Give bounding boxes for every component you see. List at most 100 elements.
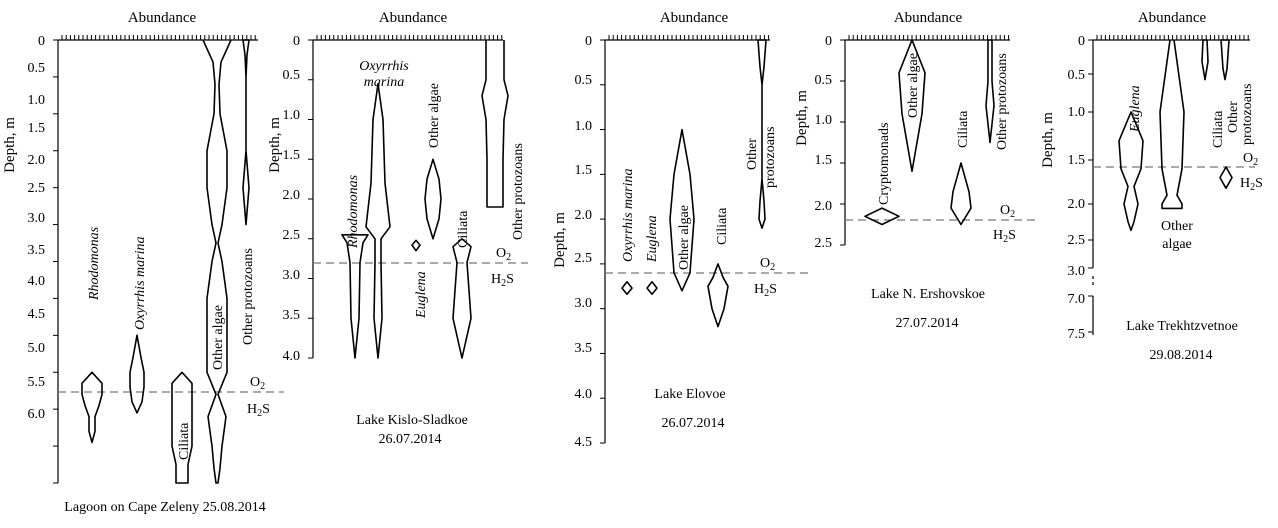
panel2-kites: [341, 40, 509, 359]
panel4-h2s-label: H2S: [993, 228, 1016, 245]
panel3-label-other: Other: [745, 138, 760, 170]
panel2-ytick: 2.5: [283, 228, 301, 243]
panel2-ytick: 4.0: [283, 349, 301, 364]
panel5-label-other2: Other: [1226, 101, 1241, 133]
panel2-caption-date: 26.07.2014: [379, 432, 442, 447]
kite-other-protozoans: [481, 40, 509, 208]
panel3-ytick-labels: 0 0.5 1.0 1.5 2.0 2.5 3.0 3.5 4.0 4.5: [575, 34, 593, 450]
panel-lagoon: Abundance Depth, m 0 0.5 1.0 1.5 2.0 2.5…: [2, 10, 284, 515]
panel3-ytick: 4.5: [575, 435, 593, 450]
panel1-label-other-protozoans: Other protozoans: [241, 248, 256, 345]
kite-euglena: [411, 239, 421, 252]
panel3-ytick: 1.0: [575, 119, 593, 134]
panel3-caption-date: 26.07.2014: [662, 416, 725, 431]
panel3-ytick: 0: [585, 34, 592, 49]
panel4-label-ciliata: Ciliata: [956, 110, 971, 148]
panel-trekhtzvetnoe: Abundance Depth, m 0 0.5 1.0 1.5 2.0 2.5…: [1040, 10, 1263, 363]
panel2-o2-label: O2: [496, 246, 511, 263]
panel5-top-ticks: [1088, 35, 1249, 333]
panel5-caption-date: 29.08.2014: [1150, 348, 1213, 363]
panel1-ytick: 3.0: [28, 211, 46, 226]
panel3-ytick: 2.5: [575, 251, 593, 266]
panel3-ytick: 1.5: [575, 163, 593, 178]
panel3-label-protozoans: protozoans: [763, 127, 778, 188]
panel1-ylabel: Depth, m: [2, 117, 18, 173]
panel5-label-ciliata: Ciliata: [1211, 110, 1226, 148]
panel1-ytick: 5.0: [28, 341, 46, 356]
panel2-label-euglena: Euglena: [414, 271, 429, 319]
panel2-ytick: 1.5: [283, 148, 301, 163]
panel2-label-rhodomonas: Rhodomonas: [346, 174, 361, 249]
panel3-ytick: 0.5: [575, 73, 593, 88]
panel1-caption: Lagoon on Cape Zeleny 25.08.2014: [64, 500, 265, 515]
panel4-label-other-algae: Other algae: [906, 53, 921, 118]
panel2-ytick: 3.0: [283, 268, 301, 283]
panel2-label-other-algae: Other algae: [427, 83, 442, 148]
kite-other-protozoans: [1220, 39, 1230, 81]
panel4-label-cryptomonads: Cryptomonads: [877, 123, 892, 205]
panel5-ytick: 2.0: [1068, 197, 1086, 212]
panel4-top-ticks: [840, 35, 1010, 246]
panel-ershovskoe: Abundance Depth, m 0 0.5 1.0 1.5 2.0 2.5…: [794, 10, 1036, 331]
kite-rhodomonas: [81, 371, 103, 444]
panel1-label-rhodomonas: Rhodomonas: [87, 226, 102, 301]
kite-ciliata: [452, 238, 472, 359]
panel5-ytick: 2.5: [1068, 233, 1086, 248]
panel-kislo-sladkoe: Abundance Depth, m 0 0.5 1.0 1.5 2.0 2.5…: [267, 10, 528, 447]
panel3-ytick: 3.0: [575, 296, 593, 311]
panel5-caption: Lake Trekhtzvetnoe: [1126, 319, 1238, 334]
panel3-o2-label: O2: [760, 256, 775, 273]
panel2-ytick: 0.5: [283, 68, 301, 83]
panel3-caption: Lake Elovoe: [654, 387, 725, 402]
panel5-ytick: 0: [1078, 34, 1085, 49]
panel3-ylabel: Depth, m: [552, 212, 568, 268]
panel1-kites: [81, 39, 250, 484]
panel2-caption: Lake Kislo-Sladkoe: [356, 413, 468, 428]
panel1-ytick: 3.5: [28, 243, 46, 258]
panel5-ytick-labels: 0 0.5 1.0 1.5 2.0 2.5 3.0 7.0 7.5: [1068, 34, 1086, 342]
kite-other-protozoans: [985, 39, 995, 144]
panel1-ytick: 4.5: [28, 307, 46, 322]
panel1-label-oxyrrhis: Oxyrrhis marina: [133, 237, 148, 330]
panel5-kites: [1118, 39, 1233, 232]
panel4-ytick: 1.0: [815, 113, 833, 128]
panel4-ytick: 0.5: [815, 73, 833, 88]
kite-h2s-diamond: [1219, 166, 1233, 189]
kite-other-algae: [898, 39, 926, 172]
kite-other-algae: [1159, 39, 1185, 210]
kite-euglena: [1118, 111, 1144, 232]
panel3-ytick: 4.0: [575, 387, 593, 402]
panel2-ytick: 3.5: [283, 308, 301, 323]
panel4-ytick: 2.5: [815, 236, 833, 251]
panel1-ytick: 1.5: [28, 121, 46, 136]
panel1-label-other-algae: Other algae: [211, 305, 226, 370]
panel1-ytick: 6.0: [28, 407, 46, 422]
panel3-ytick: 3.5: [575, 341, 593, 356]
panel5-ytick: 3.0: [1068, 264, 1086, 279]
kite-oxyrrhis-marina: [365, 82, 391, 359]
panel1-ytick: 2.5: [28, 181, 46, 196]
kite-ciliata: [1201, 39, 1209, 81]
panel1-ytick-labels: 0 0.5 1.0 1.5 2.0 2.5 3.0 3.5 4.0 4.5 5.…: [28, 34, 46, 422]
panel5-ylabel: Depth, m: [1040, 112, 1056, 168]
panel1-ytick: 5.5: [28, 375, 46, 390]
kite-euglena: [646, 281, 658, 296]
panel5-label-euglena: Euglena: [1128, 85, 1143, 133]
kite-other-protozoans: [757, 39, 767, 229]
panel1-top-ticks: [53, 35, 256, 484]
kite-ciliata: [707, 263, 729, 328]
panel2-h2s-label: H2S: [491, 272, 514, 289]
panel5-ytick: 7.0: [1068, 292, 1086, 307]
panel4-caption-date: 27.07.2014: [896, 316, 959, 331]
kite-cryptomonads: [864, 207, 900, 226]
kite-oxyrrhis-marina: [129, 334, 145, 414]
panel1-title: Abundance: [128, 10, 197, 26]
kite-oxyrrhis-marina: [621, 281, 633, 296]
panel3-label-oxyrrhis: Oxyrrhis marina: [621, 169, 636, 262]
panel4-title: Abundance: [894, 10, 963, 26]
panel1-ytick: 4.0: [28, 274, 46, 289]
panel5-h2s-label: H2S: [1240, 176, 1263, 193]
panel3-label-other-algae: Other algae: [677, 205, 692, 270]
panel5-ytick: 7.5: [1068, 327, 1086, 342]
